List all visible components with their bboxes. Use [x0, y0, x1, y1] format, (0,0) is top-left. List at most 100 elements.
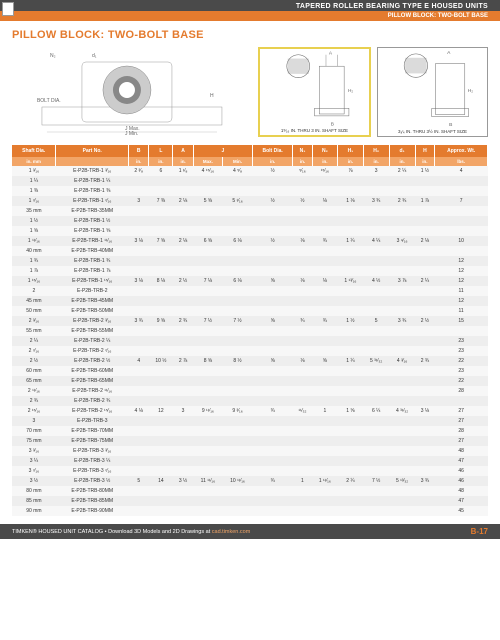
cell [415, 436, 435, 446]
cell: 3 ⁷⁄₁₆ [12, 466, 56, 476]
cell [338, 426, 364, 436]
cell [253, 436, 293, 446]
cell [338, 216, 364, 226]
diagram-small-2: A H₂ B 3₁⁄₄ IN. THRU 3½ IN. SHAFT SIZE [377, 47, 488, 137]
cell: 4 ¹⁵⁄₁₆ [193, 166, 222, 176]
cell [129, 246, 149, 256]
cell [338, 206, 364, 216]
cell [435, 176, 488, 186]
cell: 2 ¹¹⁄₁₆ [12, 386, 56, 396]
col-header: Part No. [56, 145, 129, 157]
diagram-row: N₂ BOLT DIA. J Min. J Max. H d₁ A [12, 47, 488, 137]
cell: 1 [293, 476, 312, 486]
cell [293, 266, 312, 276]
col-header: B [129, 145, 149, 157]
cell [223, 436, 253, 446]
cell [435, 246, 488, 256]
cell [193, 306, 222, 316]
col-unit: in. [293, 157, 312, 166]
cell: 4 ⁵⁄₈ [223, 166, 253, 176]
table-row: 40 mmE-P2B-TRB-40MM [12, 246, 488, 256]
cell: E-P2B-TRB-45MM [56, 296, 129, 306]
cell [415, 286, 435, 296]
cell: 27 [435, 436, 488, 446]
cell [223, 296, 253, 306]
table-row: 65 mmE-P2B-TRB-65MM22 [12, 376, 488, 386]
cell: 65 mm [12, 376, 56, 386]
cell [173, 296, 193, 306]
cell [149, 496, 173, 506]
cell [149, 456, 173, 466]
cell [193, 446, 222, 456]
table-row: 2 ¼E-P2B-TRB-2 ¼23 [12, 336, 488, 346]
cell [129, 456, 149, 466]
footer-link[interactable]: cad.timken.com [212, 529, 251, 535]
cell [312, 496, 338, 506]
cell [173, 366, 193, 376]
cell [193, 246, 222, 256]
cell: 5 [129, 476, 149, 486]
cell [293, 366, 312, 376]
cell: 1 ¹³⁄₁₆ [338, 276, 364, 286]
cell: 8 ½ [223, 356, 253, 366]
cell [293, 466, 312, 476]
cell [223, 496, 253, 506]
cell [338, 336, 364, 346]
cell [193, 436, 222, 446]
cell [338, 396, 364, 406]
cell: 1 ¼ [12, 176, 56, 186]
cell [363, 416, 389, 426]
cell: 2 ⅛ [173, 236, 193, 246]
cell [363, 306, 389, 316]
cell [149, 486, 173, 496]
footer: TIMKEN® HOUSED UNIT CATALOG • Download 3… [0, 524, 500, 539]
svg-text:B: B [449, 122, 452, 128]
cell [193, 506, 222, 516]
cell: ⅝ [253, 276, 293, 286]
cell [129, 386, 149, 396]
cell: 28 [435, 386, 488, 396]
table-row: 3 ³⁄₁₆E-P2B-TRB-3 ³⁄₁₆48 [12, 446, 488, 456]
cell [149, 296, 173, 306]
cell: 4 ³¹⁄₃₂ [389, 406, 415, 416]
cell: E-P2B-TRB-50MM [56, 306, 129, 316]
cell [363, 506, 389, 516]
cell [338, 306, 364, 316]
cell: ¾ [312, 236, 338, 246]
cell [338, 416, 364, 426]
cell [129, 176, 149, 186]
cell: E-P2B-TRB-2 ½ [56, 356, 129, 366]
col-unit: in. mm [12, 157, 56, 166]
cell: 15 [435, 316, 488, 326]
cell: E-P2B-TRB-2 ⁷⁄₁₆ [56, 346, 129, 356]
cell [338, 496, 364, 506]
cell [338, 226, 364, 236]
diagram-caption-2: 3₁⁄₄ IN. THRU 3½ IN. SHAFT SIZE [378, 129, 487, 134]
cell: 2 [12, 286, 56, 296]
cell [173, 326, 193, 336]
cell: ⅛ [293, 356, 312, 366]
cell: ⅛ [312, 276, 338, 286]
cell [435, 186, 488, 196]
table-row: 2 ¹¹⁄₁₆E-P2B-TRB-2 ¹¹⁄₁₆28 [12, 386, 488, 396]
cell [193, 366, 222, 376]
cell [223, 216, 253, 226]
cell [193, 416, 222, 426]
cell: ¹⁵⁄₁₆ [312, 166, 338, 176]
cell: 2 ½ [12, 356, 56, 366]
cell [312, 486, 338, 496]
cell [193, 266, 222, 276]
col-header: J [193, 145, 252, 157]
cell [173, 246, 193, 256]
cell: 10 [435, 236, 488, 246]
cell [312, 446, 338, 456]
cell: 1 ⅞ [12, 266, 56, 276]
cell: ¹¹⁄₃₂ [293, 406, 312, 416]
col-unit: in. [312, 157, 338, 166]
cell [253, 216, 293, 226]
cell [149, 386, 173, 396]
cell [389, 286, 415, 296]
cell [389, 336, 415, 346]
cell [129, 496, 149, 506]
cell [389, 176, 415, 186]
